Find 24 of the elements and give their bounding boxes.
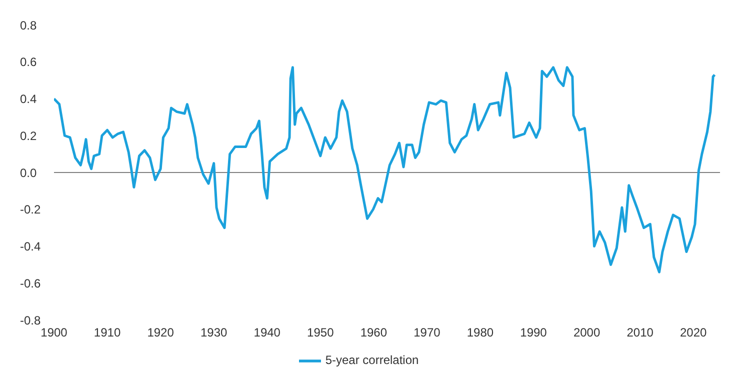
x-tick-label: 1920 [147, 326, 174, 340]
y-tick-label: 0.0 [20, 166, 38, 180]
x-tick-label: 2010 [626, 326, 654, 340]
x-tick-label: 2000 [573, 326, 600, 340]
x-tick-label: 1960 [360, 326, 388, 340]
x-tick-label: 1900 [40, 326, 68, 340]
x-tick-label: 1990 [520, 326, 548, 340]
x-tick-label: 2020 [680, 326, 708, 340]
y-tick-label: -0.2 [20, 202, 42, 217]
legend-label: 5-year correlation [325, 353, 419, 368]
x-tick-label: 1930 [200, 326, 228, 340]
x-tick-label: 1940 [254, 326, 281, 340]
y-tick-label: -0.8 [20, 313, 42, 328]
y-tick-label: -0.4 [20, 240, 42, 254]
x-tick-label: 1970 [414, 326, 441, 340]
line-series [54, 66, 716, 274]
y-tick-label: 0.6 [20, 55, 38, 70]
x-tick-label: 1980 [466, 326, 494, 340]
x-tick-label: 1950 [307, 326, 334, 340]
y-tick-label: 0.2 [20, 128, 38, 143]
y-tick-label: 0.4 [20, 92, 38, 106]
y-tick-label: -0.6 [20, 276, 42, 290]
y-tick-label: 0.8 [20, 18, 38, 32]
x-tick-label: 1910 [94, 326, 121, 340]
